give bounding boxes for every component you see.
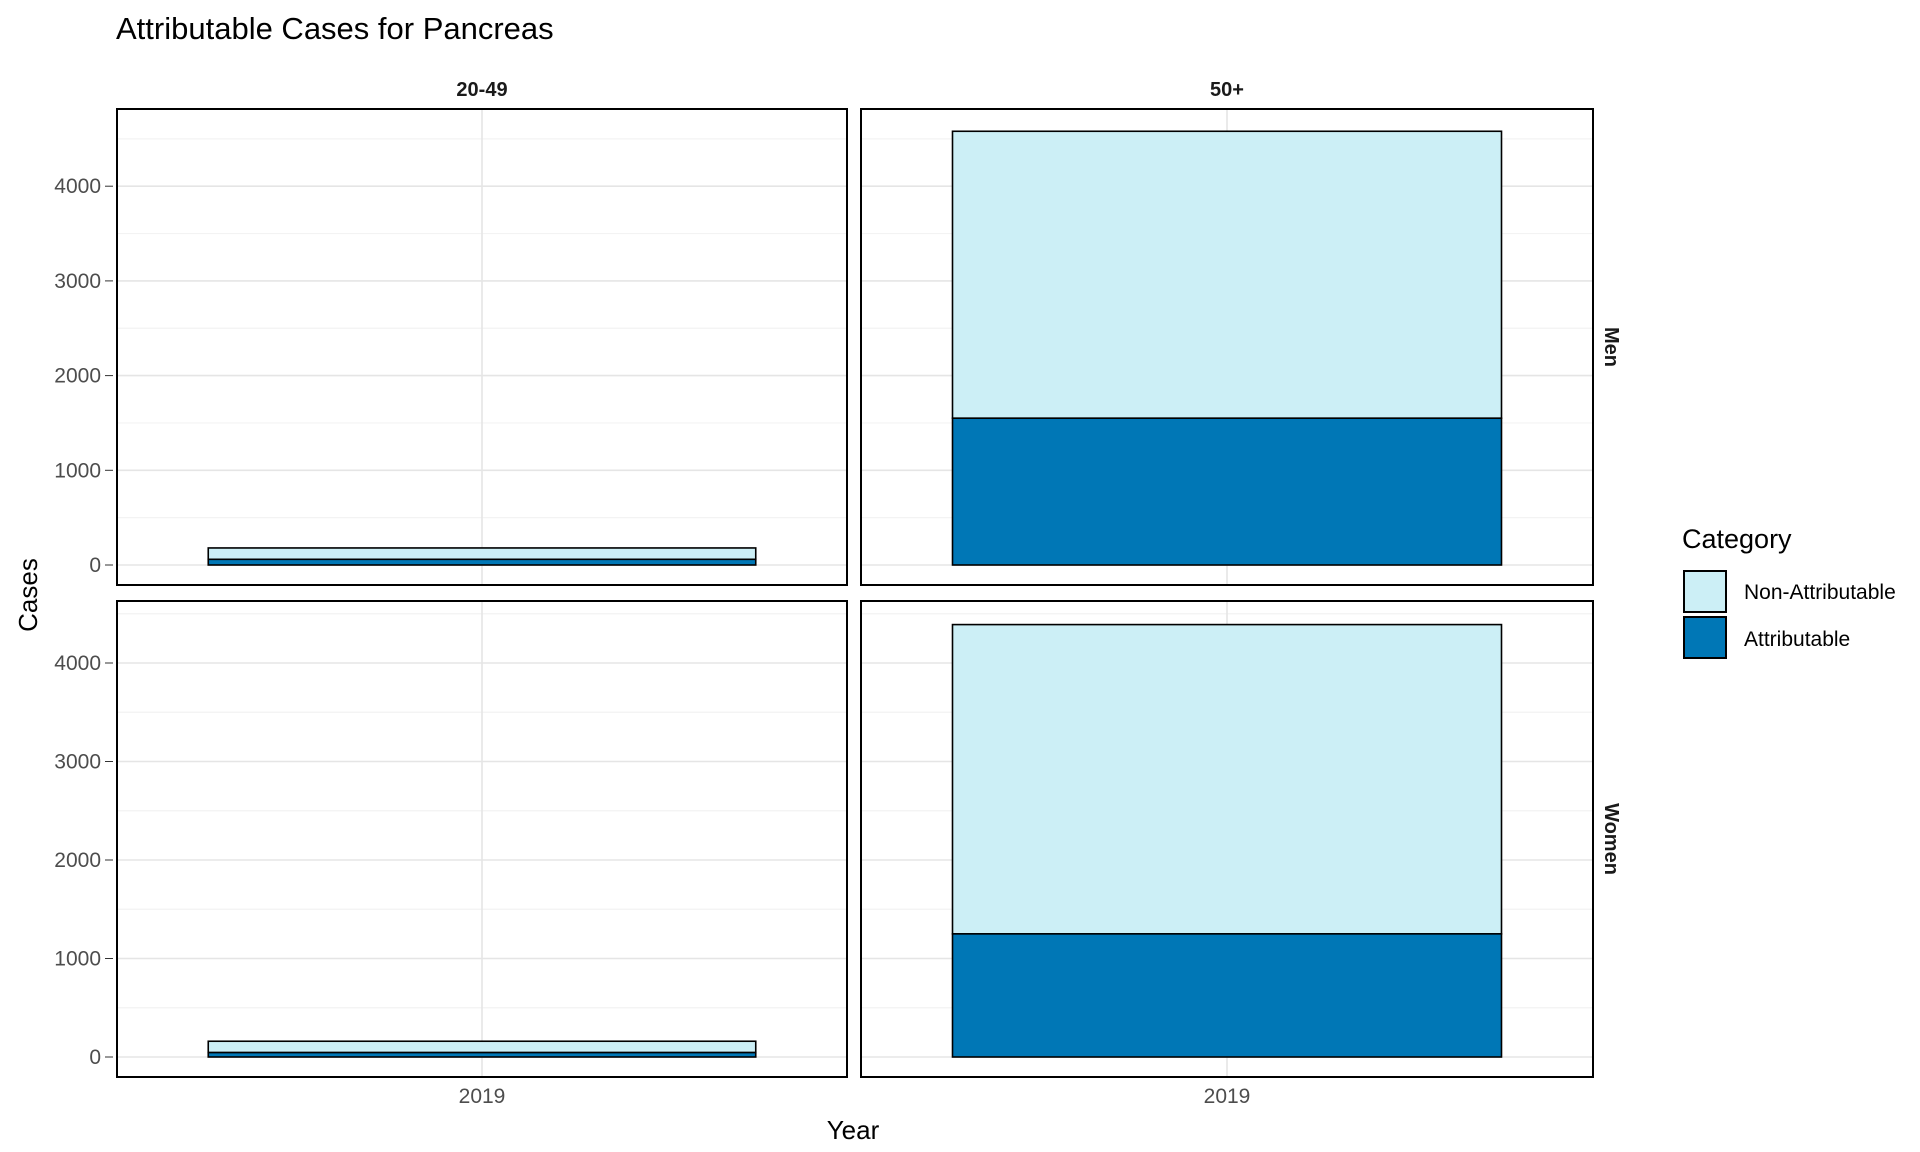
bar-non-attributable-women-20-49 bbox=[207, 1040, 757, 1054]
panel-border-women-20-49 bbox=[116, 600, 848, 1078]
y-tick-label: 4000 bbox=[54, 175, 101, 198]
legend-label-attributable: Attributable bbox=[1744, 628, 1850, 651]
x-tick-label: 2019 bbox=[459, 1085, 506, 1108]
panel-border-men-20-49 bbox=[116, 108, 848, 586]
y-axis-title: Cases bbox=[13, 558, 43, 632]
y-tick-label: 0 bbox=[89, 1046, 101, 1069]
bar-non-attributable-men-50plus bbox=[951, 130, 1503, 420]
bar-attributable-men-50plus bbox=[951, 417, 1503, 566]
y-tick-label: 3000 bbox=[54, 751, 101, 774]
facet-label-women: Women bbox=[1600, 803, 1622, 875]
plot-area: 0 1000 2000 3000 4000 0 1000 2000 3000 4000 20-49 2… bbox=[54, 79, 1622, 1108]
facet-label-men: Men bbox=[1600, 327, 1622, 367]
facet-label-50plus: 50+ bbox=[1210, 79, 1244, 101]
bar-attributable-women-50plus bbox=[951, 933, 1503, 1058]
y-tick-label: 0 bbox=[89, 554, 101, 577]
facet-label-20-49: 20-49 bbox=[456, 79, 507, 101]
x-axis-title: Year bbox=[827, 1115, 880, 1145]
y-tick-label: 2000 bbox=[54, 849, 101, 872]
bar-non-attributable-women-50plus bbox=[951, 623, 1503, 935]
y-tick-label: 1000 bbox=[54, 948, 101, 971]
legend-key-non-attributable bbox=[1683, 570, 1727, 613]
chart-title: Attributable Cases for Pancreas bbox=[116, 11, 554, 46]
y-tick-label: 4000 bbox=[54, 652, 101, 675]
y-tick-label: 1000 bbox=[54, 459, 101, 482]
y-tick-label: 3000 bbox=[54, 270, 101, 293]
bar-attributable-women-20-49 bbox=[207, 1051, 757, 1058]
bar-non-attributable-men-20-49 bbox=[207, 547, 757, 561]
panel-border-women-50plus bbox=[860, 600, 1594, 1078]
legend-label-non-attributable: Non-Attributable bbox=[1744, 581, 1896, 604]
legend-title: Category bbox=[1682, 524, 1792, 554]
panel-border-men-50plus bbox=[860, 108, 1594, 586]
bar-attributable-men-20-49 bbox=[207, 558, 757, 566]
x-tick-label: 2019 bbox=[1204, 1085, 1251, 1108]
y-tick-label: 2000 bbox=[54, 365, 101, 388]
legend-key-attributable bbox=[1683, 616, 1727, 659]
